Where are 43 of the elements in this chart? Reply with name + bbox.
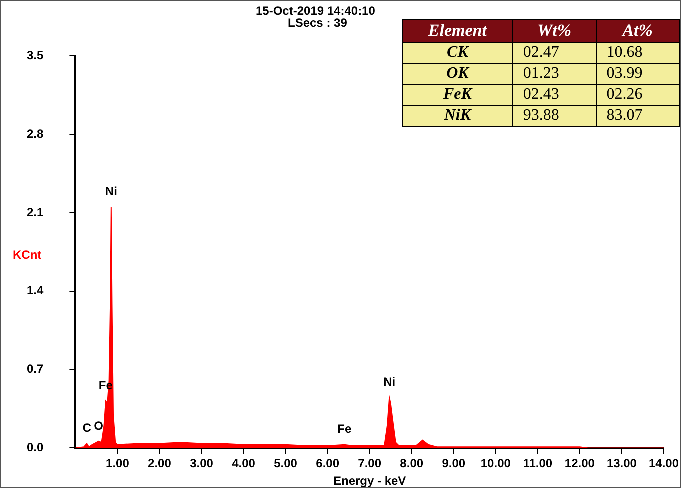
y-axis-title: KCnt xyxy=(13,248,42,262)
text: 01.23 xyxy=(523,65,560,82)
category-label: FeK xyxy=(443,86,472,103)
x-tick-label: 4.00 xyxy=(232,456,256,471)
y-tick-label: 0.7 xyxy=(26,362,44,376)
x-tick-label: 11.00 xyxy=(523,456,553,471)
category-label: NiK xyxy=(444,107,472,124)
y-tick-label: 3.5 xyxy=(26,48,44,63)
text: 02.47 xyxy=(523,44,560,61)
x-tick-label: 10.00 xyxy=(480,456,512,471)
annotation: Ni xyxy=(384,375,396,390)
chart-subtitle: LSecs : 39 xyxy=(288,16,348,30)
text: 93.88 xyxy=(523,107,560,124)
x-tick-label: 7.00 xyxy=(358,456,382,471)
x-tick-label: 8.00 xyxy=(400,456,424,471)
y-tick-label: 2.1 xyxy=(26,205,44,220)
x-tick-label: 6.00 xyxy=(316,456,340,471)
x-tick-label: 1.00 xyxy=(106,456,130,471)
text: 83.07 xyxy=(606,107,643,124)
x-tick-label: 13.00 xyxy=(606,456,638,471)
category-label: CK xyxy=(447,44,468,61)
x-tick-label: 14.00 xyxy=(648,456,680,471)
x-tick-label: 2.00 xyxy=(148,456,172,471)
x-tick-label: 9.00 xyxy=(442,456,466,471)
annotation: O xyxy=(94,418,104,433)
y-tick-label: 0.0 xyxy=(26,440,44,455)
category-label: At% xyxy=(596,20,680,42)
category-label: Element xyxy=(402,20,513,42)
text: 02.43 xyxy=(523,86,560,103)
x-tick-label: 3.00 xyxy=(190,456,214,471)
annotation: Fe xyxy=(338,422,352,436)
category-label: OK xyxy=(446,65,469,82)
x-tick-label: 5.00 xyxy=(274,456,298,471)
text: 02.26 xyxy=(606,86,643,103)
annotation: Ni xyxy=(105,184,118,199)
category-label: Wt% xyxy=(512,20,596,42)
y-tick-label: 2.8 xyxy=(26,126,44,141)
y-tick-label: 1.4 xyxy=(26,284,44,298)
annotation: C xyxy=(82,421,92,436)
text: 10.68 xyxy=(606,44,643,61)
chart-title: 15-Oct-2019 14:40:10 xyxy=(256,4,376,18)
x-tick-label: 12.00 xyxy=(564,456,596,471)
text: 03.99 xyxy=(606,65,643,82)
